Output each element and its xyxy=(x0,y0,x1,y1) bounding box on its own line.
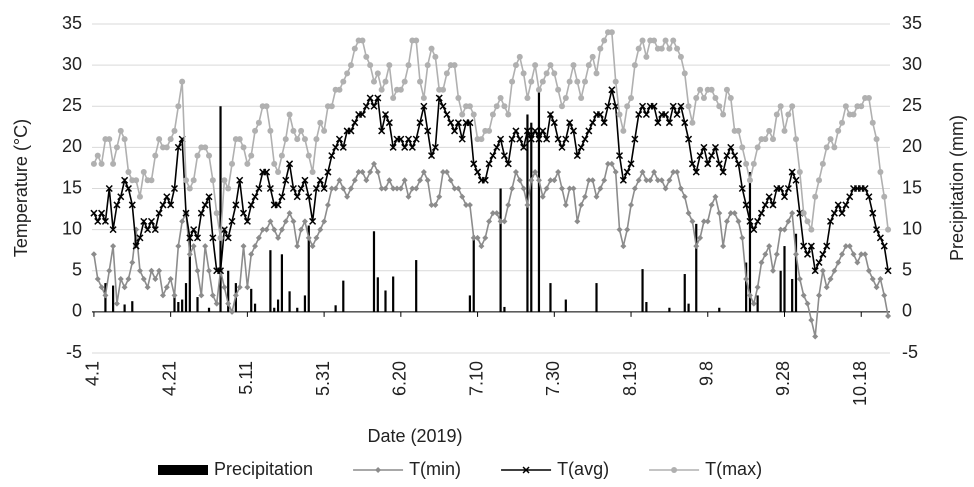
bar xyxy=(537,89,541,312)
x-tick-label: 4.1 xyxy=(83,361,103,386)
bar xyxy=(207,307,211,312)
bar xyxy=(499,188,502,312)
y-axis-title: Temperature (°C) xyxy=(11,119,31,257)
bar xyxy=(296,307,299,312)
y-tick-label: 0 xyxy=(72,301,82,321)
y-tick-label: 35 xyxy=(62,13,82,33)
bar xyxy=(181,299,184,312)
bar xyxy=(196,297,199,312)
bar xyxy=(288,291,291,312)
bar xyxy=(334,305,337,312)
x-axis-title: Date (2019) xyxy=(367,426,462,446)
bar xyxy=(253,303,257,312)
bar xyxy=(641,269,644,312)
bar xyxy=(683,274,686,312)
y-tick-label: -5 xyxy=(66,342,82,362)
x-tick-label: 9.28 xyxy=(773,361,793,396)
bar xyxy=(303,295,307,312)
bar xyxy=(250,288,253,312)
x-tick-label: 7.30 xyxy=(543,361,563,396)
legend-swatch xyxy=(158,465,208,475)
y2-axis-title: Precipitation (mm) xyxy=(947,115,967,261)
x-tick-label: 10.18 xyxy=(850,361,870,406)
bar xyxy=(549,283,552,312)
y2-tick-label: 15 xyxy=(902,177,922,197)
bar xyxy=(595,283,598,312)
bar xyxy=(791,278,794,312)
y2-tick-label: -5 xyxy=(902,342,918,362)
y2-tick-label: 10 xyxy=(902,218,922,238)
bar xyxy=(112,285,115,312)
bar xyxy=(668,307,671,312)
x-tick-label: 7.10 xyxy=(466,361,486,396)
bar xyxy=(184,283,188,312)
x-tick-label: 5.11 xyxy=(236,361,256,395)
y-tick-label: 25 xyxy=(62,95,82,115)
bar xyxy=(384,290,387,312)
legend-label: T(max) xyxy=(705,459,762,479)
bar xyxy=(564,299,567,312)
bar xyxy=(756,295,759,312)
bar xyxy=(276,299,280,312)
y-tick-label: 15 xyxy=(62,177,82,197)
x-tick-label: 5.31 xyxy=(313,361,333,396)
bar xyxy=(177,302,180,312)
bar xyxy=(468,295,471,312)
bar xyxy=(718,307,721,312)
y-tick-label: 5 xyxy=(72,260,82,280)
x-tick-label: 9.8 xyxy=(697,361,717,386)
legend-label: T(avg) xyxy=(557,459,609,479)
legend-label: Precipitation xyxy=(214,459,313,479)
bar xyxy=(123,304,126,312)
bar xyxy=(779,270,782,312)
y2-tick-label: 25 xyxy=(902,95,922,115)
bar xyxy=(503,306,506,312)
y2-tick-label: 5 xyxy=(902,260,912,280)
y-tick-label: 10 xyxy=(62,218,82,238)
x-tick-label: 4.21 xyxy=(159,361,179,396)
line-series xyxy=(90,29,892,241)
bar xyxy=(376,277,379,312)
bar xyxy=(783,246,786,312)
bar xyxy=(392,276,395,312)
y2-tick-label: 30 xyxy=(902,54,922,74)
bar xyxy=(342,280,345,312)
bar xyxy=(687,303,690,312)
bar xyxy=(472,235,475,312)
x-tick-label: 6.20 xyxy=(390,361,410,396)
y2-tick-label: 0 xyxy=(902,301,912,321)
y-tick-label: 20 xyxy=(62,136,82,156)
bar xyxy=(526,114,529,312)
bar xyxy=(273,307,276,312)
bar xyxy=(530,122,533,312)
y2-tick-label: 20 xyxy=(902,136,922,156)
x-tick-label: 8.19 xyxy=(620,361,640,396)
bar xyxy=(372,231,376,312)
bar xyxy=(173,297,176,312)
line-series xyxy=(90,160,892,340)
bar xyxy=(131,301,134,312)
y2-tick-label: 35 xyxy=(902,13,922,33)
bar xyxy=(645,302,648,312)
bar xyxy=(269,250,272,312)
bar xyxy=(280,254,284,312)
legend-label: T(min) xyxy=(409,459,461,479)
y-tick-label: 30 xyxy=(62,54,82,74)
bar xyxy=(415,260,418,312)
